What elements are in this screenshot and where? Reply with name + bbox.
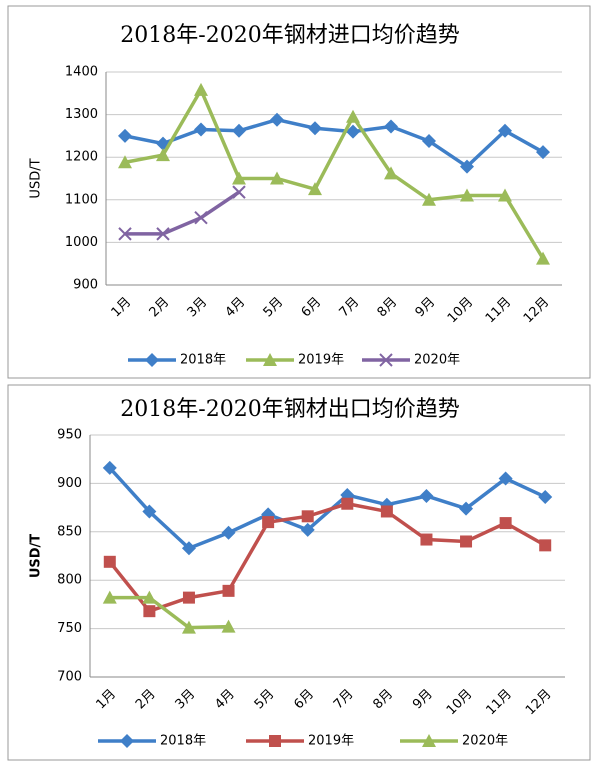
- data-point: [270, 171, 284, 185]
- series-line: [108, 501, 547, 614]
- chart-title: 2018年-2020年钢材出口均价趋势: [120, 397, 459, 422]
- y-axis-label: USD/T: [29, 534, 44, 578]
- data-point: [232, 185, 246, 199]
- data-point: [539, 539, 552, 552]
- data-point: [419, 488, 434, 503]
- series-line: [125, 190, 240, 236]
- series-line: [108, 466, 546, 551]
- series-line: [124, 86, 545, 260]
- data-point: [422, 134, 436, 149]
- data-point: [118, 128, 132, 143]
- data-point: [103, 555, 116, 568]
- legend-label: 2020年: [414, 353, 460, 368]
- data-point: [102, 460, 117, 475]
- data-point: [308, 182, 322, 196]
- y-tick-label: 1100: [65, 192, 98, 207]
- data-point: [346, 109, 360, 123]
- legend-marker: [422, 734, 436, 747]
- data-point: [384, 166, 398, 180]
- legend-marker: [263, 353, 277, 366]
- data-point: [300, 522, 315, 537]
- data-point: [182, 591, 195, 604]
- data-point: [222, 584, 235, 597]
- data-point: [460, 535, 473, 548]
- data-point: [346, 124, 360, 139]
- data-point: [384, 119, 398, 134]
- data-point: [422, 192, 436, 206]
- data-point: [498, 471, 513, 486]
- legend-label: 2019年: [298, 353, 344, 368]
- legend-marker: [120, 734, 134, 748]
- data-point: [232, 123, 246, 138]
- y-tick-label: 1200: [65, 150, 98, 165]
- series-line: [109, 595, 229, 630]
- data-point: [181, 541, 196, 556]
- data-point: [221, 619, 236, 633]
- data-point: [194, 210, 208, 225]
- y-tick-label: 1300: [65, 107, 98, 122]
- data-point: [301, 510, 314, 523]
- data-point: [143, 605, 156, 618]
- series-line: [124, 117, 544, 169]
- y-tick-label: 900: [57, 476, 82, 491]
- chart-frame: [7, 5, 591, 379]
- data-point: [499, 517, 512, 530]
- legend-marker: [145, 353, 159, 367]
- data-point: [536, 145, 550, 160]
- data-point: [538, 489, 553, 504]
- data-point: [460, 159, 474, 174]
- data-point: [221, 525, 236, 540]
- data-point: [118, 155, 132, 169]
- data-point: [498, 123, 512, 138]
- y-tick-label: 700: [57, 670, 82, 685]
- y-tick-label: 750: [57, 621, 82, 636]
- legend-label: 2020年: [462, 734, 508, 749]
- legend-label: 2019年: [308, 734, 354, 749]
- data-point: [498, 188, 512, 202]
- legend-label: 2018年: [160, 734, 206, 749]
- data-point: [156, 148, 170, 162]
- data-point: [262, 516, 275, 529]
- data-point: [194, 82, 208, 96]
- chart-title: 2018年-2020年钢材进口均价趋势: [120, 23, 459, 48]
- data-point: [380, 505, 393, 518]
- y-tick-label: 800: [57, 573, 82, 588]
- y-tick-label: 1400: [65, 65, 98, 80]
- data-point: [420, 533, 433, 546]
- data-point: [142, 504, 157, 519]
- y-tick-label: 1000: [65, 235, 98, 250]
- data-point: [156, 227, 170, 241]
- y-tick-label: 850: [57, 524, 82, 539]
- y-tick-label: 950: [57, 428, 82, 443]
- data-point: [194, 122, 208, 137]
- data-point: [232, 171, 246, 185]
- data-point: [460, 188, 474, 202]
- y-axis-label: USD/T: [29, 158, 44, 198]
- data-point: [142, 590, 157, 604]
- y-tick-label: 900: [73, 278, 98, 293]
- legend-marker: [269, 735, 281, 747]
- data-point: [308, 121, 322, 136]
- data-point: [270, 112, 284, 127]
- legend-label: 2018年: [180, 353, 226, 368]
- data-point: [181, 620, 196, 634]
- legend-marker: [379, 353, 393, 367]
- chart-frame: [7, 384, 591, 761]
- data-point: [102, 590, 117, 604]
- data-point: [341, 497, 354, 510]
- data-point: [118, 227, 132, 241]
- data-point: [459, 501, 474, 516]
- data-point: [536, 251, 550, 265]
